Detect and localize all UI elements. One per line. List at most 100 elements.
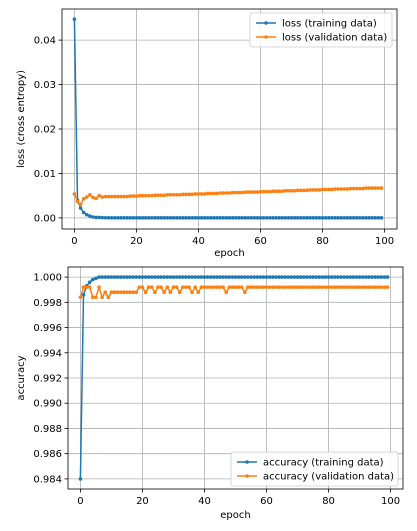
data-point-training: [270, 275, 275, 279]
data-point-training: [168, 275, 173, 279]
data-point-validation: [72, 192, 77, 196]
data-point-validation: [140, 193, 145, 198]
data-point-validation: [237, 190, 241, 195]
data-point-validation: [190, 290, 194, 295]
data-point-validation: [348, 186, 353, 191]
data-point-validation: [122, 290, 126, 295]
legend-label-validation: accuracy (validation data): [263, 472, 394, 483]
data-point-validation: [94, 295, 98, 300]
y-axis-label: loss (cross entropy): [16, 70, 27, 168]
data-point-validation: [320, 285, 325, 289]
legend-box: [230, 451, 399, 487]
data-point-training: [301, 275, 306, 279]
data-point-training: [177, 275, 182, 279]
x-tick-label: 100: [375, 236, 394, 247]
data-point-training: [134, 216, 139, 220]
data-point-training: [289, 275, 294, 279]
data-point-training: [140, 275, 145, 279]
data-point-validation: [267, 285, 272, 289]
data-point-training: [233, 275, 238, 279]
data-point-training: [100, 275, 104, 279]
data-point-training: [385, 275, 390, 279]
data-point-validation: [181, 192, 185, 197]
data-point-validation: [199, 285, 204, 289]
data-point-validation: [218, 191, 222, 195]
data-point-training: [317, 216, 322, 220]
data-point-training: [72, 17, 77, 22]
data-point-validation: [171, 192, 176, 197]
data-point-training: [360, 275, 365, 279]
data-point-training: [302, 216, 306, 220]
data-point-training: [103, 215, 108, 220]
data-point-validation: [277, 189, 281, 194]
data-point-validation: [196, 192, 201, 196]
data-point-training: [208, 275, 213, 279]
data-point-training: [298, 275, 303, 279]
data-point-validation: [240, 190, 244, 195]
data-point-training: [184, 216, 188, 220]
data-point-validation: [379, 186, 384, 190]
data-point-validation: [258, 189, 263, 194]
data-point-training: [224, 275, 228, 279]
data-point-training: [320, 216, 325, 220]
data-point-validation: [283, 188, 288, 193]
data-point-training: [339, 275, 343, 279]
data-point-validation: [150, 193, 154, 198]
loss-chart: 0 20 40 60 80 100 0.00 0.01 0.02 0.03 0.04 epoch los…: [16, 8, 398, 259]
data-point-validation: [140, 285, 145, 289]
x-tick-label: 60: [260, 496, 273, 507]
data-point-training: [78, 477, 83, 481]
x-tick-label: 80: [316, 236, 329, 247]
data-point-validation: [147, 193, 151, 198]
data-point-validation: [94, 196, 98, 201]
data-point-training: [215, 216, 219, 220]
data-point-training: [342, 275, 346, 279]
data-point-training: [149, 275, 154, 279]
data-point-training: [212, 216, 216, 220]
data-point-training: [112, 216, 117, 220]
data-point-training: [292, 216, 297, 220]
data-point-validation: [215, 285, 219, 289]
data-point-validation: [323, 187, 328, 192]
data-point-training: [153, 216, 157, 220]
data-point-validation: [116, 194, 120, 199]
data-point-training: [243, 275, 247, 279]
data-point-training: [289, 216, 294, 220]
legend: accuracy (training data) accuracy (valida…: [230, 451, 399, 487]
data-point-validation: [351, 285, 356, 289]
data-point-validation: [301, 285, 306, 289]
data-point-training: [162, 216, 167, 220]
x-tick-label: 80: [322, 496, 335, 507]
data-point-validation: [264, 189, 269, 194]
data-point-training: [336, 216, 340, 220]
data-point-validation: [280, 189, 285, 194]
data-point-training: [239, 275, 244, 279]
data-point-training: [171, 275, 176, 279]
data-point-validation: [255, 285, 260, 289]
data-point-validation: [193, 192, 198, 196]
data-point-training: [106, 216, 111, 220]
data-point-training: [277, 216, 281, 220]
data-point-training: [361, 216, 365, 220]
data-point-validation: [134, 290, 139, 295]
data-point-training: [258, 216, 263, 220]
data-point-validation: [168, 192, 173, 197]
data-point-training: [199, 216, 204, 220]
data-point-training: [299, 216, 303, 220]
data-point-training: [171, 216, 176, 220]
data-point-validation: [193, 285, 197, 289]
data-point-validation: [180, 285, 185, 289]
data-point-validation: [84, 285, 89, 289]
data-point-training: [292, 275, 297, 279]
data-point-validation: [103, 194, 108, 199]
data-point-training: [249, 216, 254, 220]
data-point-validation: [289, 188, 294, 193]
data-point-validation: [177, 290, 182, 295]
data-point-training: [100, 215, 105, 220]
data-point-training: [87, 280, 92, 284]
data-point-validation: [339, 187, 343, 191]
y-tick-label: 0.988: [33, 424, 62, 435]
data-point-validation: [230, 285, 235, 289]
y-axis-label: accuracy: [16, 355, 27, 400]
